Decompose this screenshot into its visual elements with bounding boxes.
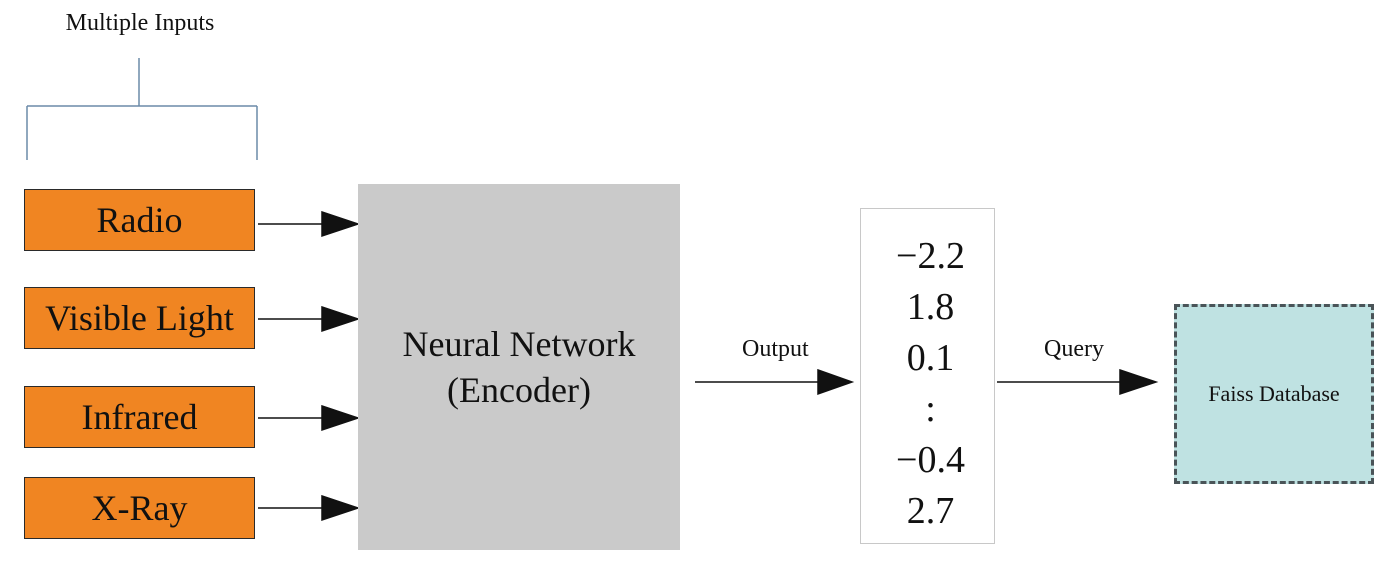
input-infrared: Infrared	[24, 386, 255, 448]
vector-value: 0.1	[906, 337, 955, 379]
vector-value: −0.4	[896, 439, 965, 481]
inputs-bracket	[26, 58, 258, 160]
neural-network-encoder-box: Neural Network (Encoder)	[358, 184, 680, 550]
encoder-subtitle: (Encoder)	[447, 370, 591, 410]
database-label: Faiss Database	[1208, 381, 1340, 406]
faiss-database-box: Faiss Database	[1174, 304, 1374, 484]
input-x-ray: X-Ray	[24, 477, 255, 539]
vector-value: 1.8	[906, 286, 955, 328]
vector-value: −2.2	[896, 235, 965, 277]
output-vector: −2.2 1.8 0.1 : −0.4 2.7	[860, 208, 995, 544]
multiple-inputs-label: Multiple Inputs	[65, 10, 215, 36]
vector-value: 2.7	[906, 490, 955, 532]
input-radio: Radio	[24, 189, 255, 251]
input-visible-light: Visible Light	[24, 287, 255, 349]
output-label: Output	[742, 336, 809, 362]
vector-value: :	[925, 388, 936, 430]
encoder-title: Neural Network	[402, 324, 636, 364]
query-label: Query	[1044, 336, 1104, 362]
